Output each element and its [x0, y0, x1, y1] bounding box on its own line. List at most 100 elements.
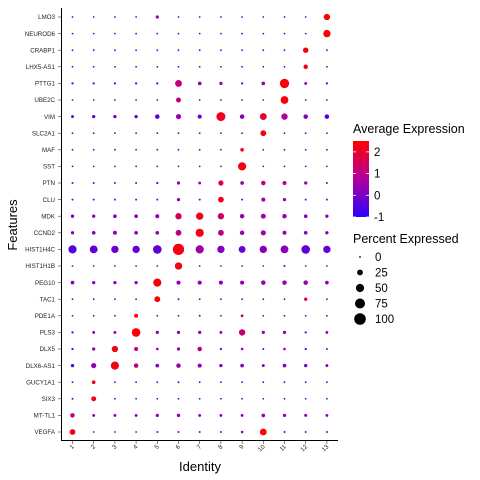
dot-HIST1H1B-4: [135, 265, 138, 267]
dot-CCND2-11: [282, 230, 287, 235]
x-tick-label: 3: [111, 443, 119, 451]
dot-HIST1H4C-6: [172, 243, 185, 256]
y-tick-label: CLU: [43, 197, 55, 204]
dot-UBE2C-7: [198, 99, 201, 101]
dot-CRABP1-7: [198, 49, 201, 52]
dot-MAF-4: [135, 148, 138, 151]
y-tick-label: PDE1A: [35, 313, 56, 320]
dot-CLU-5: [156, 198, 159, 201]
dot-PEG10-10: [261, 280, 266, 285]
dot-DLX5-11: [283, 347, 286, 351]
color-tick-label: 2: [374, 147, 380, 159]
dot-TAC1-2: [92, 298, 95, 301]
dot-PTTG1-2: [92, 82, 95, 85]
y-tick-label: PTTG1: [35, 81, 55, 88]
dot-PDE1A-9: [240, 314, 244, 318]
dot-VEGFA-9: [240, 430, 244, 434]
dot-LMO3-5: [155, 15, 159, 19]
dot-PDE1A-4: [134, 313, 139, 318]
dot-UBE2C-2: [92, 99, 95, 101]
dot-LHX5-AS1-9: [241, 65, 244, 68]
dot-TAC1-10: [262, 298, 265, 301]
dot-HIST1H1B-9: [241, 265, 244, 267]
dot-DLX6-AS1-10: [261, 364, 265, 368]
dot-PEG10-2: [92, 280, 96, 285]
dot-PTTG1-5: [156, 82, 159, 85]
dot-CLU-6: [176, 197, 181, 202]
y-tick-label: DLX5: [40, 346, 56, 353]
dot-SST-12: [304, 165, 307, 168]
dot-MT-TL1-10: [261, 413, 266, 418]
dot-HIST1H1B-2: [92, 265, 95, 267]
dot-HIST1H1B-12: [304, 265, 307, 267]
dot-SLC2A1-6: [177, 132, 180, 135]
size-legend-items: 0 25 50 75 100: [354, 252, 394, 326]
dot-PTN-10: [261, 180, 266, 186]
dot-CRABP1-12: [302, 47, 309, 53]
dot-MAF-10: [262, 148, 265, 151]
dot-LMO3-8: [220, 16, 222, 18]
dot-LHX5-AS1-3: [114, 65, 116, 68]
y-tick-label: TAC1: [40, 296, 56, 303]
dot-CRABP1-6: [177, 49, 180, 52]
dot-SIX3-10: [262, 397, 265, 400]
dot-PLS3-12: [304, 331, 307, 334]
dot-PDE1A-2: [92, 314, 95, 317]
dot-MT-TL1-5: [155, 413, 159, 418]
dot-MDK-3: [113, 214, 117, 219]
dot-TAC1-9: [241, 298, 244, 301]
dot-PTN-8: [218, 180, 224, 186]
dot-PLS3-4: [131, 328, 141, 337]
y-axis-title: Features: [5, 199, 20, 251]
dot-NEUROD6-4: [135, 32, 138, 35]
dot-GUCY1A1-2: [91, 380, 96, 385]
dot-CRABP1-1: [71, 49, 74, 52]
dot-CCND2-6: [175, 229, 182, 236]
dot-CRABP1-10: [262, 49, 265, 52]
dot-DLX5-13: [325, 348, 328, 350]
dot-PLS3-3: [113, 330, 117, 334]
size-legend: Percent Expressed 0 25 50 75 100: [353, 232, 459, 326]
dot-NEUROD6-3: [114, 32, 116, 35]
dot-PTTG1-3: [113, 82, 117, 85]
dot-PLS3-13: [325, 330, 329, 334]
dot-HIST1H1B-11: [283, 265, 286, 267]
dot-GUCY1A1-11: [283, 381, 286, 384]
dot-PEG10-6: [176, 280, 181, 285]
x-tick-label: 12: [299, 443, 309, 453]
dot-SST-3: [114, 165, 116, 168]
dot-CLU-4: [135, 198, 138, 201]
dot-MAF-12: [304, 148, 307, 151]
dot-LMO3-13: [323, 13, 331, 21]
dot-TAC1-12: [304, 297, 308, 301]
y-tick-label: DLX6-AS1: [26, 363, 56, 370]
dot-UBE2C-11: [280, 96, 289, 104]
x-tick-label: 10: [257, 443, 267, 453]
dot-PLS3-2: [92, 330, 96, 334]
dot-SIX3-1: [71, 397, 74, 400]
dot-MAF-13: [326, 148, 328, 151]
dot-VEGFA-8: [219, 431, 222, 433]
dot-LHX5-AS1-11: [283, 65, 286, 68]
dot-PEG10-3: [113, 280, 117, 285]
dot-CLU-11: [282, 197, 287, 202]
x-tick-label: 6: [175, 443, 183, 451]
dot-UBE2C-1: [71, 99, 74, 101]
dot-VIM-5: [155, 114, 160, 119]
dot-MDK-12: [303, 214, 308, 219]
dot-MAF-7: [198, 148, 201, 151]
dot-NEUROD6-9: [241, 32, 244, 35]
dot-PEG10-9: [240, 280, 245, 285]
dot-SIX3-5: [156, 397, 159, 400]
x-tick-label: 7: [196, 443, 204, 451]
size-legend-label: 100: [375, 314, 394, 326]
dot-DLX6-AS1-13: [325, 364, 329, 368]
dot-PDE1A-6: [177, 314, 180, 317]
dot-CCND2-8: [218, 229, 224, 236]
dot-PTTG1-9: [240, 82, 244, 85]
dot-PDE1A-11: [283, 314, 286, 317]
dot-GUCY1A1-3: [114, 381, 116, 384]
dot-LMO3-2: [92, 16, 95, 18]
color-bar: [353, 141, 369, 217]
dot-SST-10: [262, 165, 265, 168]
